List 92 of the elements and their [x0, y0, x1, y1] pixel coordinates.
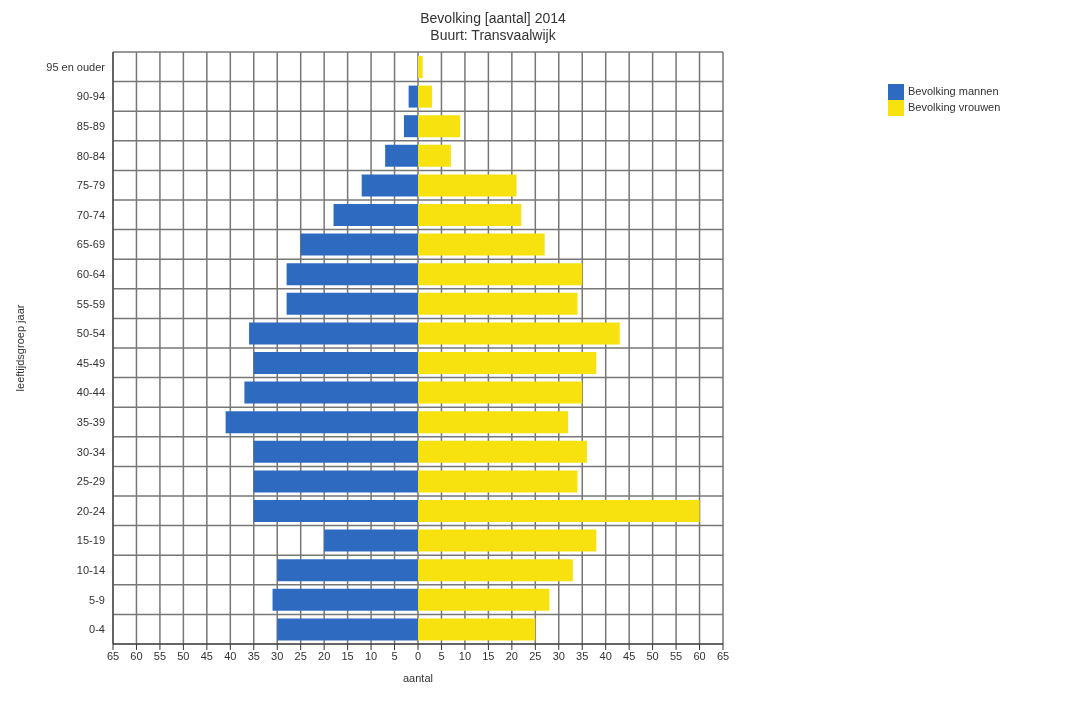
- bar: [249, 322, 418, 345]
- x-tick-label: 5: [438, 649, 445, 662]
- x-tick-label: 30: [271, 649, 284, 662]
- x-tick-label: 10: [364, 649, 378, 662]
- bar: [418, 440, 587, 463]
- chart-title: Bevolking [aantal] 2014: [419, 10, 567, 27]
- bar: [418, 174, 517, 197]
- y-tick-label: 45-49: [76, 356, 105, 369]
- x-tick-label: 65: [106, 649, 120, 662]
- y-tick-label: 30-34: [76, 445, 105, 458]
- x-tick-label: 40: [224, 649, 237, 662]
- y-tick-label: 55-59: [76, 297, 105, 310]
- bar: [418, 588, 550, 611]
- bar: [418, 618, 536, 641]
- bar: [333, 204, 418, 226]
- chart-subtitle: Buurt: Transvaalwijk: [429, 27, 557, 44]
- x-tick-label: 55: [153, 649, 167, 662]
- bar: [418, 411, 569, 434]
- y-tick-label: 95 en ouder: [46, 60, 106, 73]
- legend-label: Bevolking vrouwen: [908, 100, 1001, 113]
- x-tick-label: 50: [646, 649, 659, 662]
- bar: [225, 411, 418, 434]
- x-tick-label: 20: [505, 649, 518, 662]
- bar: [418, 85, 433, 108]
- y-tick-label: 85-89: [76, 119, 105, 132]
- y-tick-label: 35-39: [76, 415, 105, 428]
- x-tick-label: 40: [599, 649, 612, 662]
- bar: [418, 115, 461, 138]
- y-tick-label: 25-29: [76, 475, 105, 488]
- bar: [277, 559, 418, 582]
- x-tick-label: 15: [482, 649, 495, 662]
- x-tick-label: 55: [669, 649, 683, 662]
- legend-label: Bevolking mannen: [908, 84, 999, 97]
- x-tick-label: 45: [623, 649, 636, 662]
- bar: [277, 618, 418, 641]
- x-tick-label: 45: [200, 649, 213, 662]
- x-tick-label: 35: [247, 649, 260, 662]
- x-tick-label: 50: [177, 649, 190, 662]
- bar: [418, 470, 578, 493]
- bar: [418, 322, 620, 345]
- y-axis-title: leeftijdsgroep jaar: [13, 304, 26, 392]
- bar: [324, 529, 418, 552]
- bar: [253, 470, 418, 493]
- bar: [408, 85, 418, 108]
- bar: [418, 204, 522, 226]
- y-tick-label: 40-44: [76, 386, 105, 399]
- y-tick-label: 50-54: [76, 327, 105, 340]
- x-tick-label: 65: [716, 649, 730, 662]
- bar: [418, 500, 700, 522]
- x-tick-label: 60: [693, 649, 706, 662]
- bar: [403, 115, 418, 138]
- bar: [286, 292, 418, 315]
- x-tick-label: 5: [391, 649, 398, 662]
- x-tick-label: 30: [552, 649, 565, 662]
- bar: [418, 263, 583, 286]
- bar: [418, 144, 451, 167]
- y-tick-label: 5-9: [89, 593, 105, 606]
- y-tick-label: 0-4: [89, 623, 105, 636]
- y-tick-label: 10-14: [76, 563, 105, 576]
- x-tick-label: 10: [458, 649, 472, 662]
- x-tick-label: 0: [414, 649, 422, 662]
- bar: [418, 529, 597, 552]
- bar: [361, 174, 418, 197]
- y-tick-label: 65-69: [76, 238, 105, 251]
- y-tick-label: 60-64: [76, 267, 105, 280]
- y-tick-label: 75-79: [76, 179, 105, 192]
- x-axis-title: aantal: [403, 672, 433, 684]
- y-tick-label: 15-19: [76, 534, 105, 547]
- y-tick-label: 90-94: [76, 90, 105, 103]
- bar: [385, 144, 418, 167]
- bar: [253, 352, 418, 374]
- bar: [418, 292, 578, 315]
- y-tick-label: 80-84: [76, 149, 105, 162]
- bar: [253, 500, 418, 522]
- bar: [418, 381, 583, 404]
- bar: [272, 588, 418, 611]
- y-tick-label: 70-74: [76, 208, 105, 221]
- bar: [418, 233, 545, 256]
- bar: [418, 559, 573, 582]
- bar: [418, 352, 597, 374]
- x-tick-label: 25: [529, 649, 542, 662]
- x-tick-label: 60: [130, 649, 143, 662]
- x-tick-label: 15: [341, 649, 354, 662]
- x-tick-label: 35: [576, 649, 589, 662]
- y-tick-label: 20-24: [76, 504, 105, 517]
- x-tick-label: 20: [318, 649, 331, 662]
- bar: [418, 56, 423, 78]
- bar: [253, 440, 418, 463]
- bar: [244, 381, 418, 404]
- bar: [300, 233, 418, 256]
- x-tick-label: 25: [294, 649, 307, 662]
- bar: [286, 263, 418, 286]
